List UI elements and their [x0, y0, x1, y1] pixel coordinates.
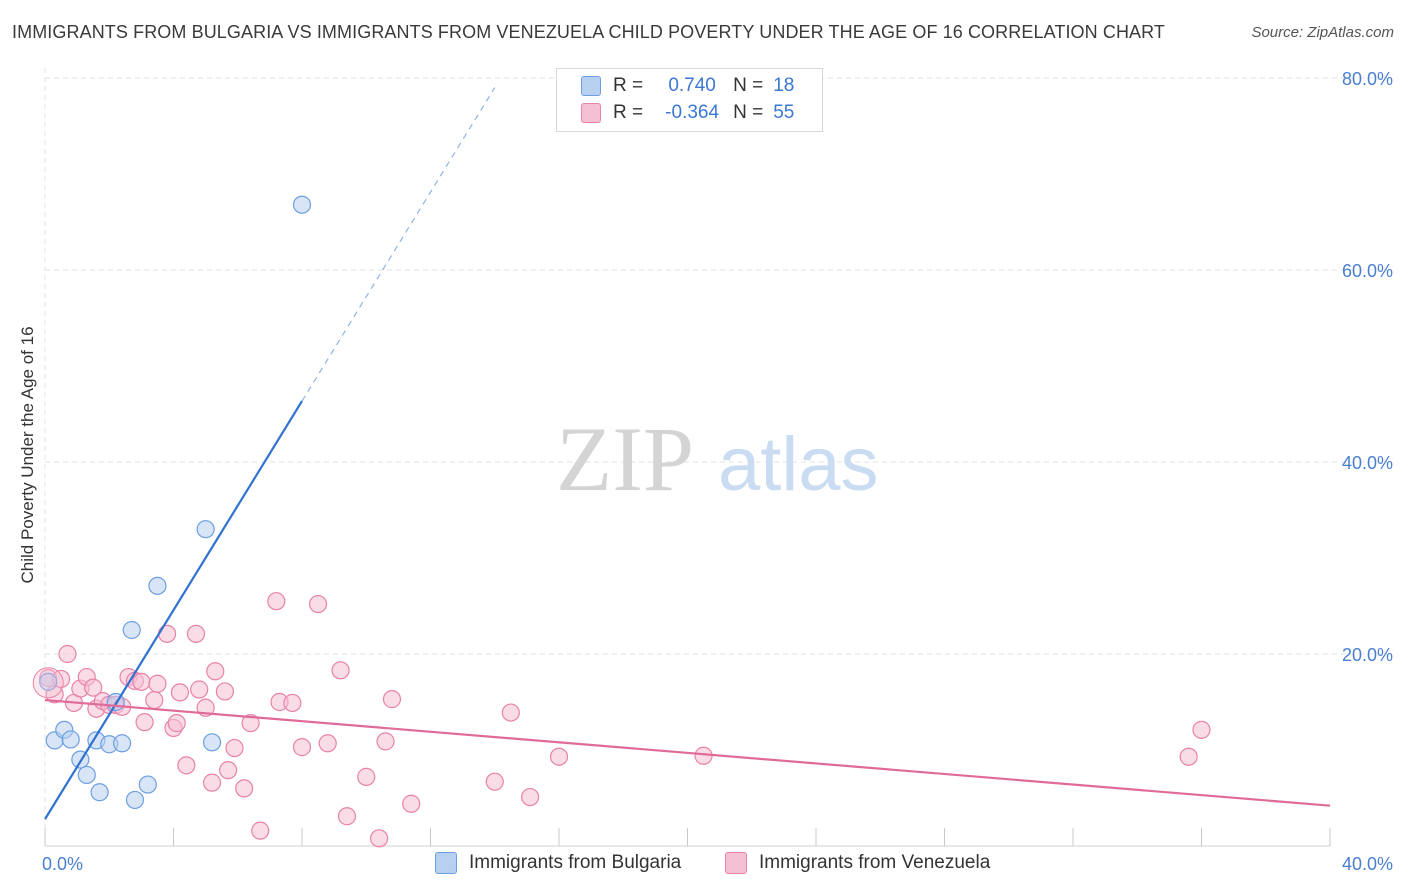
trend-line-bulgaria-extension [301, 87, 496, 402]
x-tick-label: 40.0% [1342, 854, 1393, 874]
point-venezuela [148, 674, 167, 693]
trend-line-venezuela [44, 698, 1331, 807]
point-bulgaria [112, 734, 132, 753]
watermark-atlas: atlas [718, 422, 879, 507]
point-venezuela [267, 592, 286, 611]
point-venezuela [170, 683, 190, 702]
point-venezuela [1179, 747, 1198, 766]
legend-n-value: 18 [773, 75, 795, 96]
legend-n-label: N = [733, 102, 764, 123]
point-venezuela [283, 693, 302, 713]
point-venezuela [520, 787, 540, 807]
point-venezuela-cluster [32, 667, 64, 699]
point-bulgaria [292, 195, 312, 214]
point-venezuela [206, 662, 225, 681]
stats-legend: R = 0.740 N = 18 R = -0.364 N = 55 [556, 68, 823, 132]
legend-swatch-bulgaria [581, 76, 601, 96]
point-bulgaria [90, 783, 109, 802]
point-bulgaria [77, 765, 96, 785]
legend-r-label: R = [613, 102, 644, 123]
point-bulgaria [125, 790, 145, 810]
point-venezuela [225, 738, 244, 758]
legend-row-bulgaria: R = 0.740 N = 18 [581, 74, 794, 98]
point-venezuela [331, 661, 350, 680]
point-venezuela [84, 678, 103, 697]
y-axis-label: Child Poverty Under the Age of 16 [18, 326, 37, 583]
series-legend-bulgaria: Immigrants from Bulgaria [435, 852, 681, 874]
legend-row-venezuela: R = -0.364 N = 55 [581, 101, 794, 125]
point-venezuela [549, 747, 569, 766]
point-venezuela [1192, 720, 1211, 739]
point-bulgaria [39, 672, 58, 691]
point-venezuela [58, 644, 77, 664]
legend-n-value: 55 [773, 102, 795, 123]
point-venezuela [177, 756, 196, 775]
series-name-venezuela: Immigrants from Venezuela [759, 852, 991, 873]
point-venezuela [308, 594, 328, 614]
point-bulgaria [122, 620, 141, 640]
point-venezuela [318, 734, 337, 753]
point-venezuela [235, 779, 254, 798]
y-tick-label: 20.0% [1342, 645, 1393, 665]
point-venezuela [357, 767, 376, 786]
point-bulgaria [148, 576, 167, 595]
point-venezuela [485, 772, 504, 791]
series-swatch-bulgaria [435, 852, 457, 874]
point-bulgaria [202, 733, 222, 752]
x-tick-label: 0.0% [42, 854, 83, 874]
legend-r-label: R = [613, 75, 644, 96]
legend-r-value: 0.740 [668, 75, 716, 96]
point-bulgaria [61, 730, 80, 749]
legend-swatch-venezuela [581, 103, 601, 123]
watermark: ZIP atlas [556, 408, 879, 510]
trend-line-bulgaria [44, 400, 303, 820]
watermark-zip: ZIP [556, 408, 694, 510]
point-venezuela [157, 624, 177, 643]
point-venezuela [337, 807, 357, 826]
y-tick-label: 40.0% [1342, 453, 1393, 473]
point-venezuela [202, 773, 222, 792]
point-venezuela [241, 714, 260, 733]
axes [44, 68, 1331, 847]
point-venezuela [186, 624, 206, 643]
point-venezuela [219, 761, 238, 780]
point-venezuela [145, 690, 164, 710]
data-points [32, 195, 1211, 848]
chart-title: IMMIGRANTS FROM BULGARIA VS IMMIGRANTS F… [12, 22, 1166, 42]
point-bulgaria [138, 775, 157, 794]
point-venezuela [132, 672, 151, 691]
point-venezuela [190, 680, 209, 699]
point-venezuela [402, 794, 421, 813]
point-bulgaria [196, 520, 215, 539]
legend-n-label: N = [733, 75, 764, 96]
point-venezuela [215, 682, 234, 701]
point-venezuela [376, 732, 395, 751]
point-venezuela [501, 703, 520, 722]
point-venezuela [382, 690, 402, 709]
point-venezuela [167, 714, 186, 733]
series-legend-venezuela: Immigrants from Venezuela [725, 852, 990, 874]
tick-labels: 20.0% 40.0% 60.0% 80.0% 0.0% 40.0% [42, 69, 1393, 874]
point-venezuela [135, 713, 154, 732]
point-venezuela [292, 738, 312, 757]
series-name-bulgaria: Immigrants from Bulgaria [469, 852, 682, 873]
series-legend: Immigrants from Bulgaria Immigrants from… [0, 852, 1406, 876]
legend-r-value: -0.364 [665, 102, 720, 123]
point-venezuela [251, 821, 270, 840]
gridlines [45, 77, 1395, 655]
trend-lines [44, 87, 1331, 820]
y-tick-label: 60.0% [1342, 261, 1393, 281]
source-label: Source: ZipAtlas.com [1251, 24, 1394, 41]
point-venezuela [370, 829, 389, 848]
y-tick-label: 80.0% [1342, 69, 1393, 89]
series-swatch-venezuela [725, 852, 747, 874]
